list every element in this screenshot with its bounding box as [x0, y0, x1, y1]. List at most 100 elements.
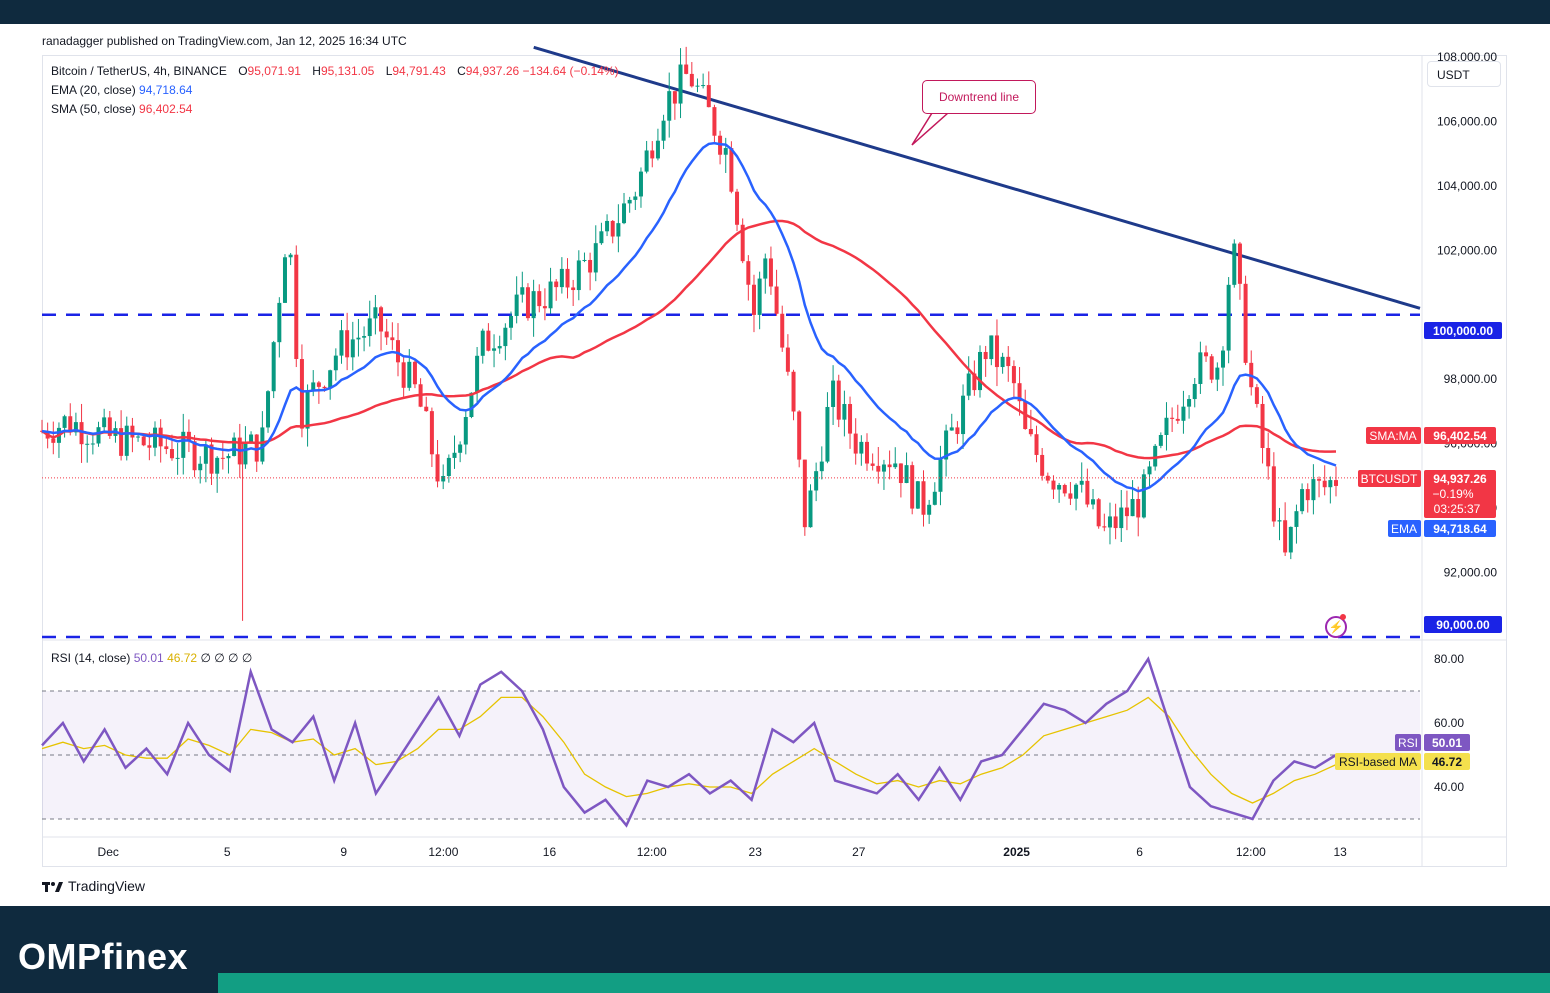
candle-body: [898, 463, 903, 484]
candle-body: [864, 441, 869, 464]
notification-dot: [1340, 614, 1346, 620]
candle-body: [192, 441, 197, 471]
candle-body: [797, 411, 802, 460]
candle-body: [1141, 474, 1146, 518]
ema-tag-label: EMA: [1391, 522, 1417, 536]
candle-body: [1034, 434, 1039, 455]
candle-body: [395, 340, 400, 363]
candle-body: [1215, 367, 1220, 380]
candle-body: [130, 425, 135, 438]
candle-body: [73, 422, 78, 433]
candle-body: [1040, 454, 1045, 476]
rsi-tag-value-bg: [1424, 734, 1470, 751]
candle-body: [316, 382, 321, 387]
candle-body: [1000, 356, 1005, 368]
candle-body: [1011, 366, 1016, 384]
candle-body: [311, 382, 316, 391]
candle-body: [955, 427, 960, 435]
low-label: L: [385, 64, 393, 78]
candle-body: [175, 457, 180, 459]
flash-icon[interactable]: ⚡: [1325, 616, 1347, 638]
candle-body: [412, 361, 417, 385]
candle-body: [921, 481, 926, 515]
candle-body: [605, 220, 610, 232]
candle-body: [870, 463, 875, 466]
candle-body: [599, 231, 604, 244]
current-tag-label: BTCUSDT: [1361, 472, 1418, 486]
candle-body: [571, 287, 576, 291]
candle-body: [407, 361, 412, 388]
sma-tag-value-bg: [1424, 427, 1496, 444]
ompfinex-logo: OMPfinex: [18, 936, 189, 977]
time-tick-label: 9: [340, 845, 347, 859]
level-100k-tag-bg: [1424, 322, 1502, 339]
candle-body: [169, 449, 174, 459]
time-tick-label: 12:00: [1236, 845, 1266, 859]
candle-body: [859, 441, 864, 454]
candle-body: [299, 359, 304, 429]
candle-body: [401, 362, 406, 388]
candle-body: [1300, 489, 1305, 512]
candle-body: [593, 243, 598, 273]
time-tick-label: 27: [852, 845, 866, 859]
candle-body: [938, 459, 943, 492]
candle-body: [684, 64, 689, 74]
candle-body: [1283, 520, 1288, 553]
candle-body: [509, 315, 514, 328]
candle-body: [215, 457, 220, 474]
candle-body: [1305, 489, 1310, 501]
candle-body: [220, 457, 225, 459]
candle-body: [1068, 493, 1073, 499]
tradingview-logo[interactable]: TradingView: [42, 878, 145, 894]
chart-frame: [42, 55, 1507, 867]
candle-body: [198, 463, 203, 471]
candle-body: [497, 346, 502, 349]
candle-body: [1220, 350, 1225, 368]
candle-body: [1209, 356, 1214, 380]
candle-body: [486, 330, 491, 351]
candle-body: [672, 91, 677, 104]
candle-body: [68, 416, 73, 433]
candle-body: [226, 455, 231, 459]
candle-body: [819, 461, 824, 472]
candle-body: [915, 481, 920, 509]
candle-body: [780, 313, 785, 348]
candle-body: [1147, 466, 1152, 475]
sma-value: 96,402.54: [139, 102, 193, 116]
legend-symbol-row: Bitcoin / TetherUS, 4h, BINANCE O95,071.…: [51, 64, 619, 78]
candle-body: [203, 444, 208, 464]
candle-body: [390, 337, 395, 341]
candle-body: [751, 284, 756, 315]
candle-body: [616, 223, 621, 237]
candle-body: [339, 330, 344, 356]
level-90k-tag-bg: [1424, 616, 1502, 633]
candle-body: [735, 191, 740, 225]
legend-ema-row: EMA (20, close) 94,718.64: [51, 83, 192, 97]
level-100k-tag: 100,000.00: [1433, 324, 1493, 338]
candle-body: [446, 457, 451, 477]
candle-body: [689, 73, 694, 87]
candle-body: [1130, 499, 1135, 517]
top-band: [0, 0, 1550, 24]
candle-body: [1062, 484, 1067, 494]
candle-body: [814, 471, 819, 491]
legend-rsi-row: RSI (14, close) 50.01 46.72 ∅ ∅ ∅ ∅: [51, 651, 252, 665]
candle-body: [350, 339, 355, 358]
candle-body: [785, 347, 790, 372]
candle-body: [768, 258, 773, 287]
candle-body: [266, 391, 271, 428]
candle-body: [740, 224, 745, 262]
candle-body: [1226, 284, 1231, 351]
time-tick-label: 2025: [1003, 845, 1030, 859]
candle-body: [1091, 499, 1096, 505]
candle-body: [429, 411, 434, 455]
candle-body: [102, 417, 107, 428]
candle-body: [452, 452, 457, 458]
candle-body: [1085, 480, 1090, 505]
candle-body: [650, 150, 655, 159]
candle-body: [1051, 480, 1056, 490]
candle-body: [373, 307, 378, 319]
downtrend-callout: Downtrend line: [922, 80, 1036, 114]
currency-button[interactable]: USDT: [1427, 61, 1501, 87]
